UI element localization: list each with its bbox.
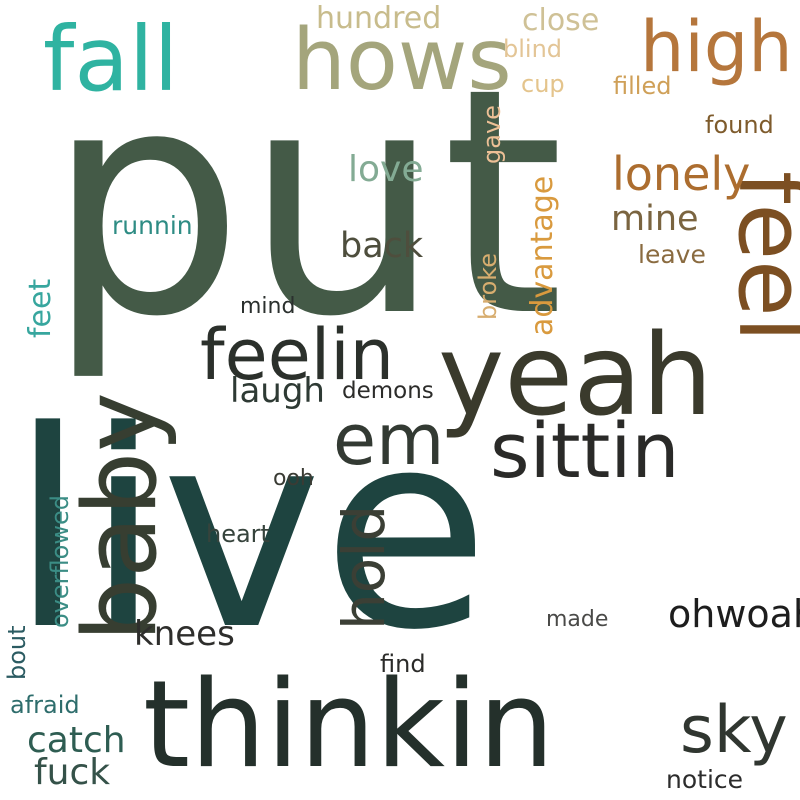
word-notice: notice [666, 765, 744, 794]
word-back: back [340, 226, 424, 266]
word-advantage: advantage [525, 175, 560, 336]
word-laugh: laugh [230, 371, 325, 411]
word-made: made [546, 607, 609, 632]
word-put: put [46, 21, 565, 385]
word-overflowed: overflowed [46, 495, 74, 628]
word-broke: broke [474, 252, 502, 320]
word-filled: filled [613, 72, 672, 100]
word-runnin: runnin [112, 211, 193, 240]
word-mine: mine [611, 199, 699, 239]
word-ooh: ooh [273, 466, 314, 491]
word-bout: bout [3, 625, 31, 680]
word-em: em [333, 399, 445, 481]
word-find: find [380, 650, 426, 678]
word-feelin: feelin [200, 314, 395, 396]
word-baby: baby [61, 392, 179, 642]
word-catch: catch [27, 720, 126, 761]
word-sky: sky [680, 693, 788, 768]
word-fall: fall [43, 7, 179, 111]
word-close: close [522, 3, 600, 38]
word-afraid: afraid [10, 691, 80, 719]
word-heart: heart [206, 520, 270, 548]
word-demons: demons [342, 378, 434, 404]
word-knees: knees [134, 614, 235, 654]
word-live: live [10, 374, 490, 690]
word-high: high [640, 6, 793, 88]
word-sittin: sittin [490, 406, 680, 495]
word-thinkin: thinkin [143, 656, 555, 795]
word-love: love [348, 149, 424, 190]
word-gave: gave [478, 105, 506, 164]
word-blind: blind [503, 35, 563, 63]
word-yeah: yeah [438, 311, 713, 441]
word-fuck: fuck [34, 752, 111, 793]
word-hows: hows [292, 11, 512, 110]
word-found: found [705, 111, 774, 139]
word-feet: feet [23, 278, 58, 338]
word-lonely: lonely [612, 147, 751, 201]
word-hold: hold [330, 504, 398, 630]
word-hundred: hundred [316, 1, 442, 36]
word-cup: cup [521, 70, 565, 98]
word-ohwoah: ohwoah [668, 592, 800, 636]
word-mind: mind [240, 294, 296, 319]
word-leave: leave [638, 240, 706, 269]
